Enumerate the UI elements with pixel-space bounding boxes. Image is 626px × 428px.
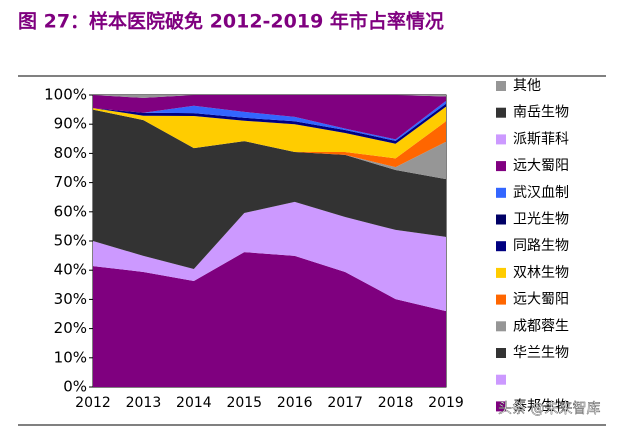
y-tick-label: 50% — [54, 232, 87, 250]
legend-swatch — [496, 187, 506, 198]
y-tick-label: 20% — [54, 319, 87, 337]
x-tick-label: 2017 — [327, 395, 363, 411]
x-tick-label: 2012 — [75, 395, 111, 411]
area — [93, 109, 446, 180]
legend-label: 华兰生物 — [513, 345, 569, 361]
area — [93, 100, 446, 141]
legend-swatch — [496, 214, 506, 225]
area — [93, 103, 446, 144]
y-tick-label: 90% — [54, 115, 87, 133]
y-tick-label: 10% — [54, 348, 87, 366]
x-tick-label: 2015 — [226, 395, 262, 411]
y-tick-label: 80% — [54, 144, 87, 162]
legend-label: 远大蜀阳 — [513, 292, 569, 308]
legend-swatch — [496, 81, 506, 91]
y-tick-label: 100% — [44, 86, 87, 104]
x-tick-label: 2018 — [378, 395, 414, 411]
legend-swatch — [496, 401, 506, 412]
x-tick-label: 2013 — [126, 395, 162, 411]
legend-label: 卫光生物 — [513, 212, 569, 228]
y-tick-label: 30% — [54, 290, 87, 308]
x-tick-label: 2016 — [277, 395, 313, 411]
legend-swatch — [496, 267, 506, 278]
y-tick-label: 60% — [54, 202, 87, 220]
legend-swatch — [496, 374, 506, 385]
legend-label: 南岳生物 — [513, 105, 569, 121]
legend-label: 其他 — [513, 78, 541, 94]
legend-swatch — [496, 348, 506, 358]
legend-label: 泰邦生物 — [513, 398, 569, 414]
area — [93, 201, 446, 312]
legend-label: 武汉血制 — [513, 185, 569, 201]
watermark: 头条 @未来智库 — [498, 400, 600, 417]
legend-swatch — [496, 134, 506, 145]
legend-label: 远大蜀阳 — [513, 158, 569, 174]
area — [93, 252, 446, 387]
legend-label: 同路生物 — [513, 238, 569, 254]
legend-swatch — [496, 321, 506, 332]
y-tick-label: 0% — [63, 378, 87, 396]
x-tick-label: 2014 — [176, 395, 212, 411]
legend-label: 成都蓉生 — [513, 318, 569, 334]
y-tick-label: 40% — [54, 261, 87, 279]
legend-swatch — [496, 294, 506, 305]
area — [93, 95, 446, 140]
legend-swatch — [496, 161, 506, 172]
x-tick-label: 2019 — [428, 395, 464, 411]
legend-label: 派斯菲科 — [513, 131, 569, 147]
area — [93, 106, 446, 159]
y-tick-label: 70% — [54, 173, 87, 191]
area — [93, 95, 446, 98]
chart-title: 图 27：样本医院破免 2012-2019 年市占率情况 — [18, 10, 444, 33]
legend-swatch — [496, 241, 506, 252]
legend-label: 双林生物 — [513, 265, 569, 281]
legend-swatch — [496, 107, 506, 118]
area — [93, 109, 446, 270]
